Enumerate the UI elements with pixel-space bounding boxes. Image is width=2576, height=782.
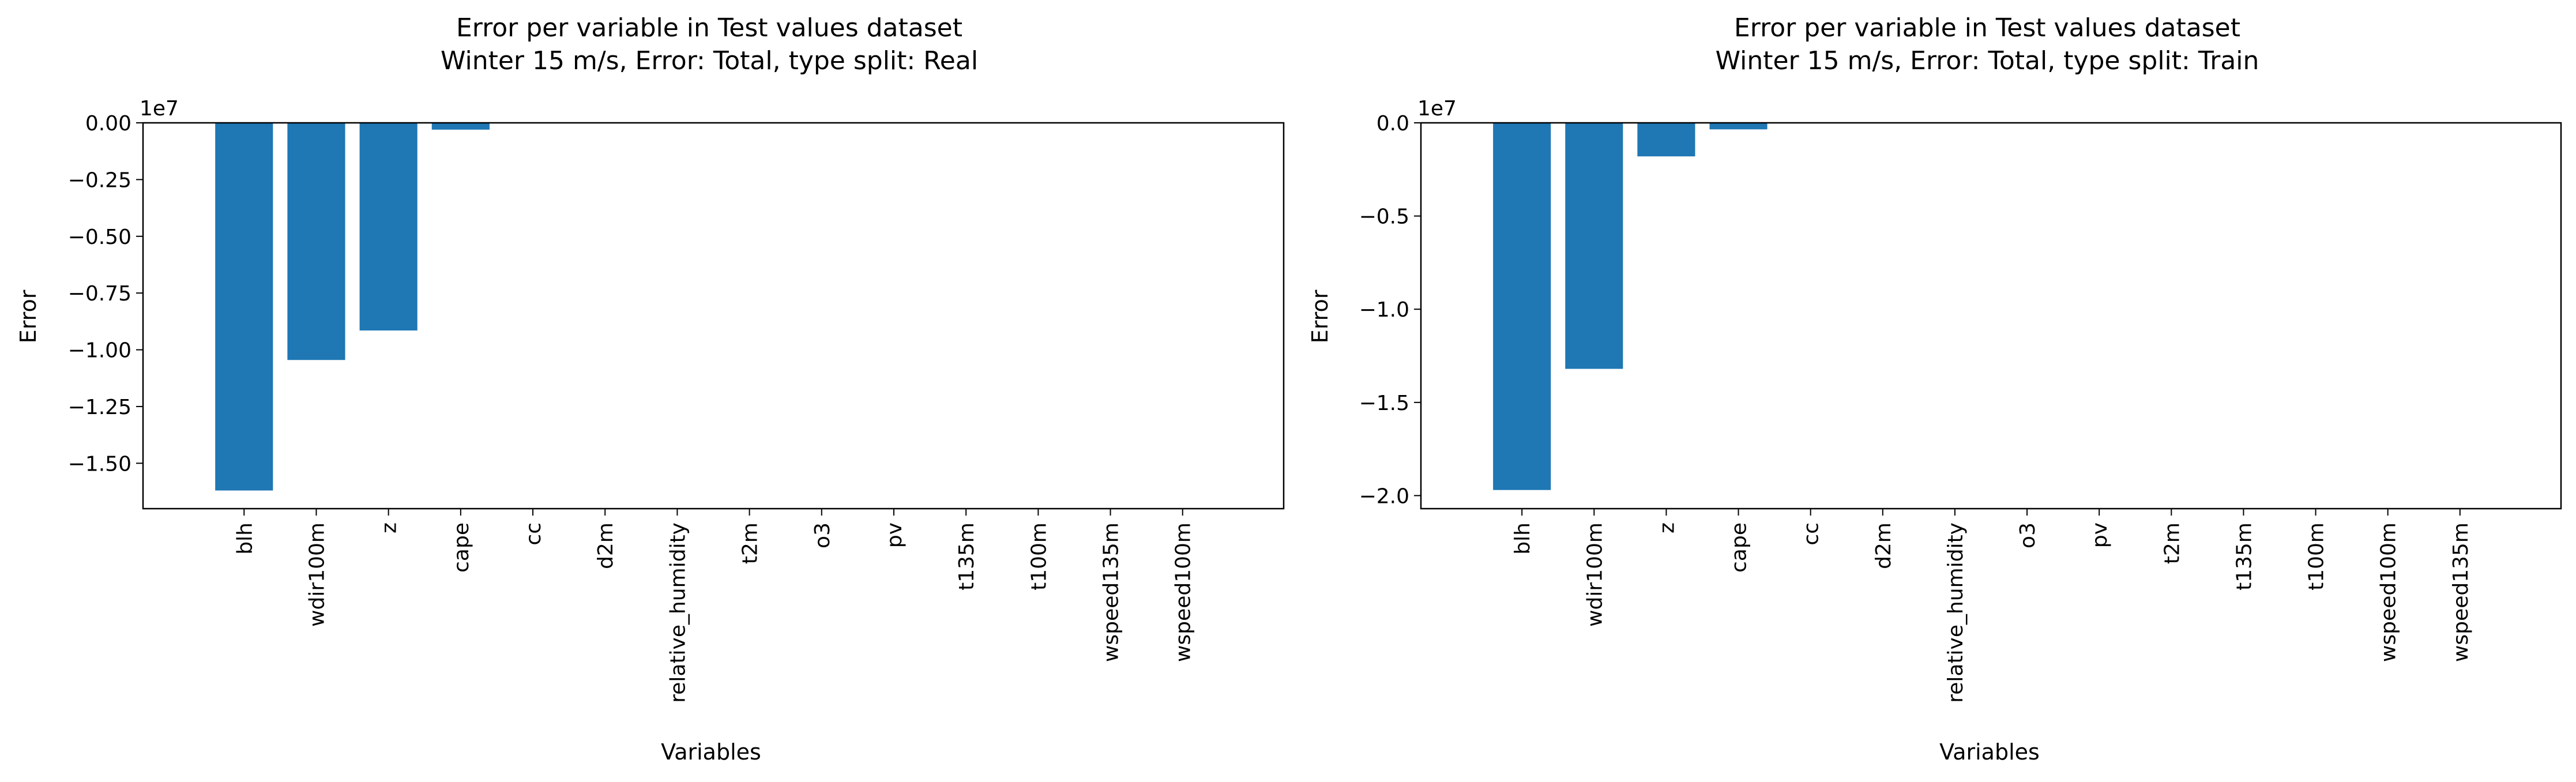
x-tick-label: blh: [233, 522, 257, 555]
y-tick-label: −2.0: [1359, 484, 1409, 508]
x-tick-label: pv: [2088, 522, 2112, 548]
x-tick-label: wspeed135m: [1100, 522, 1123, 662]
x-tick-label: wspeed100m: [1172, 522, 1195, 662]
bar-blh: [1493, 123, 1551, 490]
y-offset-label: 1e7: [140, 97, 179, 121]
y-axis-label: Error: [16, 290, 41, 343]
x-tick-label: relative_humidity: [1944, 522, 1968, 703]
y-offset-label: 1e7: [1417, 97, 1457, 121]
y-tick-label: 0.0: [1377, 112, 1409, 136]
x-tick-label: cc: [522, 522, 546, 546]
chart-title-line1: Error per variable in Test values datase…: [456, 13, 962, 43]
x-tick-label: wspeed135m: [2449, 522, 2473, 662]
y-tick-label: −1.5: [1359, 392, 1409, 415]
x-tick-label: t135m: [2232, 522, 2256, 591]
bar-cape: [1709, 123, 1768, 130]
plot-area: 0.0 −0.5 −1.0 −1.5 −2.0 blh wdir100m z cape cc d2m…: [1359, 112, 2562, 703]
chart-title-line2: Winter 15 m/s, Error: Total, type split:…: [1716, 46, 2259, 76]
axes-frame: [1420, 122, 2562, 510]
y-axis-label: Error: [1307, 290, 1333, 343]
x-tick-label: d2m: [594, 522, 618, 569]
chart-train: Error per variable in Test values datase…: [1307, 13, 2562, 765]
axes-frame: [142, 122, 1285, 510]
x-tick-label: t135m: [955, 522, 979, 591]
bar-z: [1637, 123, 1695, 157]
y-tick-label: −1.25: [68, 396, 131, 419]
x-tick-label: z: [1655, 522, 1679, 533]
bar-wdir100m: [1565, 123, 1623, 369]
y-tick-label: −0.50: [68, 225, 131, 249]
x-tick-label: d2m: [1872, 522, 1896, 569]
x-tick-label: t100m: [1027, 522, 1051, 591]
x-tick-label: relative_humidity: [666, 522, 690, 703]
y-tick-label: −1.0: [1359, 298, 1409, 322]
plot-area: 0.00 −0.25 −0.50 −0.75 −1.00 −1.25 −1.50 blh wdi…: [68, 112, 1285, 703]
bar-cape: [431, 123, 490, 130]
y-tick-label: −0.75: [68, 282, 131, 306]
x-tick-label: cc: [1800, 522, 1823, 546]
x-tick-label: wspeed100m: [2377, 522, 2401, 662]
x-tick-label: cape: [1728, 522, 1751, 573]
x-tick-label: wdir100m: [305, 522, 329, 627]
y-tick-label: −1.50: [68, 452, 131, 476]
x-tick-label: pv: [883, 522, 907, 548]
bar-wdir100m: [287, 123, 345, 360]
x-axis-label: Variables: [661, 739, 761, 765]
x-tick-label: blh: [1511, 522, 1535, 555]
chart-title-line2: Winter 15 m/s, Error: Total, type split:…: [441, 46, 978, 76]
chart-real: Error per variable in Test values datase…: [16, 13, 1285, 765]
chart-title-line1: Error per variable in Test values datase…: [1734, 13, 2240, 43]
y-tick-label: 0.00: [85, 112, 131, 136]
x-tick-label: wdir100m: [1583, 522, 1607, 627]
y-tick-label: −0.5: [1359, 205, 1409, 229]
x-tick-label: cape: [450, 522, 473, 573]
y-tick-label: −0.25: [68, 168, 131, 192]
x-tick-label: t2m: [739, 522, 762, 564]
bar-blh: [215, 123, 273, 491]
x-tick-label: t2m: [2160, 522, 2184, 564]
x-axis-label: Variables: [1939, 739, 2040, 765]
x-tick-label: o3: [2016, 522, 2040, 548]
y-tick-label: −1.00: [68, 339, 131, 363]
bar-z: [359, 123, 418, 331]
x-tick-label: z: [378, 522, 401, 533]
x-tick-label: o3: [811, 522, 834, 548]
x-tick-label: t100m: [2305, 522, 2329, 591]
